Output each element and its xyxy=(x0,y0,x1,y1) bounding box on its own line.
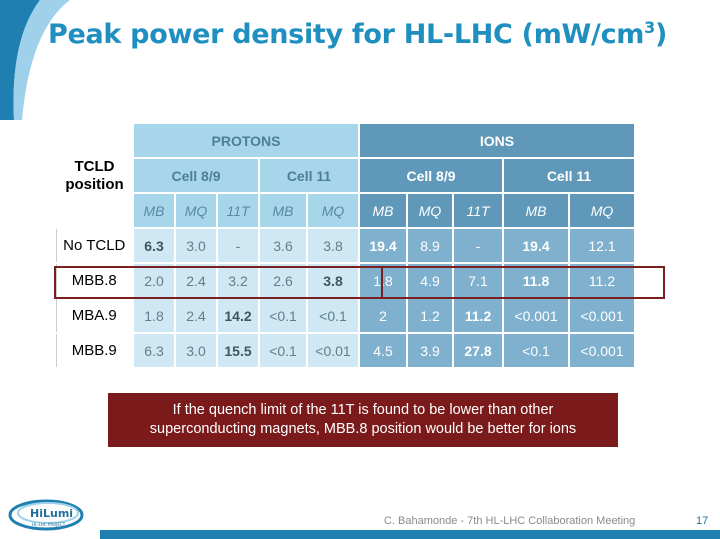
ions-cell89-header: Cell 8/9 xyxy=(358,157,504,194)
table-cell: - xyxy=(216,227,260,264)
table-body: No TCLD 6.3 3.0-3.6 3.8 19.4 8.9-19.4 12.1 MBB.… xyxy=(55,227,636,369)
row-label: MBA.9 xyxy=(55,297,134,334)
row-label: MBB.9 xyxy=(55,332,134,369)
page-number: 17 xyxy=(696,515,709,527)
table-row: MBA.9 1.8 2.4 14.2 <0.1 <0.1 2 1.2 11.2 <0.001 <0.… xyxy=(55,297,636,334)
table-cell: 3.8 xyxy=(306,227,360,264)
table-cell: 12.1 xyxy=(568,227,636,264)
svg-text:HL-LHC PROJECT: HL-LHC PROJECT xyxy=(32,522,66,527)
column-header: 11T xyxy=(452,192,504,229)
ions-cell11-header: Cell 11 xyxy=(502,157,636,194)
title-text: Peak power density for HL-LHC (mW/cm xyxy=(48,19,645,50)
table-cell: 3.9 xyxy=(406,332,454,369)
table-cell: <0.1 xyxy=(258,297,308,334)
table-cell: 3.2 xyxy=(216,262,260,299)
table-cell: 4.9 xyxy=(406,262,454,299)
table-cell: 3.0 xyxy=(174,227,218,264)
table-cell: 2.6 xyxy=(258,262,308,299)
table-cell: 1.2 xyxy=(406,297,454,334)
table-cell: 2.4 xyxy=(174,262,218,299)
footer-credit: C. Bahamonde - 7th HL-LHC Collaboration … xyxy=(384,515,636,527)
footer-bar xyxy=(100,530,720,539)
column-header: 11T xyxy=(216,192,260,229)
column-header: MB xyxy=(258,192,308,229)
table-cell: 27.8 xyxy=(452,332,504,369)
column-header: MQ xyxy=(406,192,454,229)
corner-header: TCLD position xyxy=(55,122,134,229)
column-header: MQ xyxy=(174,192,218,229)
table-cell: 8.9 xyxy=(406,227,454,264)
column-header: MQ xyxy=(306,192,360,229)
table-row: MBB.8 2.0 2.4 3.2 2.6 3.8 1.8 4.9 7.1 11.8 11.2 xyxy=(55,262,636,299)
protons-cell89-header: Cell 8/9 xyxy=(132,157,260,194)
table-cell: 14.2 xyxy=(216,297,260,334)
column-header: MB xyxy=(132,192,176,229)
table-cell: <0.001 xyxy=(568,297,636,334)
note-line2: superconducting magnets, MBB.8 position … xyxy=(149,421,577,437)
title-superscript: 3 xyxy=(644,18,655,37)
slide-title: Peak power density for HL-LHC (mW/cm3) xyxy=(48,18,667,50)
power-density-table: TCLD position PROTONS IONS Cell 8/9 Cell … xyxy=(55,122,636,369)
column-header: MQ xyxy=(568,192,636,229)
table-cell: 19.4 xyxy=(358,227,408,264)
table-cell: 1.8 xyxy=(358,262,408,299)
corner-decoration xyxy=(0,0,70,120)
protons-cell11-header: Cell 11 xyxy=(258,157,360,194)
table-cell: 4.5 xyxy=(358,332,408,369)
column-header: MB xyxy=(502,192,570,229)
table-cell: 6.3 xyxy=(132,227,176,264)
svg-text:HiLumi: HiLumi xyxy=(30,507,73,520)
table-cell: <0.1 xyxy=(306,297,360,334)
table-cell: 3.8 xyxy=(306,262,360,299)
table-cell: <0.01 xyxy=(306,332,360,369)
table-cell: <0.1 xyxy=(258,332,308,369)
table-cell: 11.2 xyxy=(452,297,504,334)
table-cell: 7.1 xyxy=(452,262,504,299)
table-cell: 15.5 xyxy=(216,332,260,369)
table-cell: 11.8 xyxy=(502,262,570,299)
protons-header: PROTONS xyxy=(132,122,360,159)
table-cell: 3.6 xyxy=(258,227,308,264)
table-cell: 3.0 xyxy=(174,332,218,369)
hilumi-logo: HiLumi HL-LHC PROJECT xyxy=(8,499,84,531)
table-cell: 11.2 xyxy=(568,262,636,299)
table-cell: 6.3 xyxy=(132,332,176,369)
table-cell: - xyxy=(452,227,504,264)
table-cell: 2.0 xyxy=(132,262,176,299)
table-cell: 2 xyxy=(358,297,408,334)
table-cell: <0.001 xyxy=(568,332,636,369)
table-cell: 1.8 xyxy=(132,297,176,334)
table-cell: <0.1 xyxy=(502,332,570,369)
row-label: No TCLD xyxy=(55,227,134,264)
title-close: ) xyxy=(654,19,667,50)
corner-line1: TCLD xyxy=(74,157,115,175)
table-cell: 2.4 xyxy=(174,297,218,334)
conclusion-note: If the quench limit of the 11T is found … xyxy=(108,393,618,447)
table-cell: 19.4 xyxy=(502,227,570,264)
table-cell: <0.001 xyxy=(502,297,570,334)
table-row: MBB.9 6.3 3.0 15.5 <0.1 <0.01 4.5 3.9 27.8 <0.1 <0… xyxy=(55,332,636,369)
table-row: No TCLD 6.3 3.0-3.6 3.8 19.4 8.9-19.4 12.1 xyxy=(55,227,636,264)
column-header: MB xyxy=(358,192,408,229)
row-label: MBB.8 xyxy=(55,262,134,299)
ions-header: IONS xyxy=(358,122,636,159)
corner-line2: position xyxy=(65,175,124,193)
note-line1: If the quench limit of the 11T is found … xyxy=(172,402,554,418)
